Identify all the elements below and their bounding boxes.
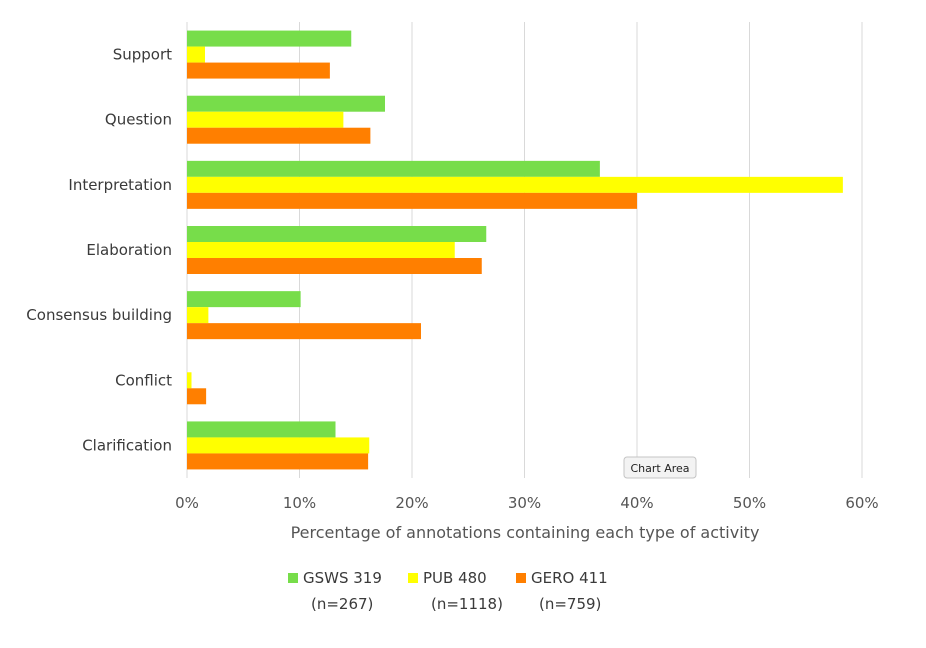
bar: [187, 111, 344, 128]
legend-sublabel: (n=759): [539, 595, 601, 613]
chart-area-tooltip: Chart Area: [623, 456, 697, 479]
legend-sublabel: (n=1118): [431, 595, 503, 613]
x-tick-label: 30%: [508, 494, 541, 512]
x-tick-label: 50%: [733, 494, 766, 512]
bar: [187, 307, 209, 324]
legend-label: GSWS 319: [303, 569, 382, 587]
bar: [187, 95, 385, 112]
bar: [187, 30, 352, 47]
bar: [187, 242, 455, 258]
bar: [187, 226, 487, 242]
category-label: Consensus building: [26, 306, 172, 324]
bar: [187, 437, 370, 454]
bar: [187, 258, 482, 274]
bar: [187, 160, 600, 177]
legend: GSWS 319 (n=267) PUB 480 (n=1118) GERO 411 (n…: [288, 569, 608, 613]
x-tick-label: 60%: [845, 494, 878, 512]
category-label: Support: [113, 46, 172, 64]
bar: [187, 192, 637, 209]
tooltip-box: [623, 456, 697, 479]
bar: [187, 291, 301, 308]
x-axis-title: Percentage of annotations containing eac…: [291, 523, 760, 542]
legend-swatch: [288, 573, 298, 583]
category-label: Elaboration: [86, 241, 172, 259]
bars: [187, 30, 843, 470]
bar: [187, 388, 207, 405]
legend-label: GERO 411: [531, 569, 608, 587]
category-label: Conflict: [115, 371, 172, 389]
x-tick-labels: 0% 10% 20% 30% 40% 50% 60%: [175, 494, 879, 512]
category-label: Question: [105, 111, 172, 129]
category-label: Clarification: [82, 436, 172, 454]
legend-swatch: [516, 573, 526, 583]
category-label: Interpretation: [68, 176, 172, 194]
x-tick-label: 20%: [395, 494, 428, 512]
x-tick-label: 0%: [175, 494, 199, 512]
bar: [187, 372, 192, 389]
legend-sublabel: (n=267): [311, 595, 373, 613]
bar: [187, 323, 421, 340]
x-tick-label: 10%: [283, 494, 316, 512]
x-tick-label: 40%: [620, 494, 653, 512]
bar: [187, 62, 330, 79]
bar: [187, 421, 336, 438]
bar: [187, 453, 369, 470]
tooltip-text: Chart Area: [630, 462, 689, 475]
bar: [187, 127, 371, 144]
category-labels: Support Question Interpretation Elaboration…: [26, 46, 172, 455]
bar: [187, 176, 843, 193]
bar: [187, 46, 205, 63]
legend-label: PUB 480: [423, 569, 487, 587]
legend-swatch: [408, 573, 418, 583]
